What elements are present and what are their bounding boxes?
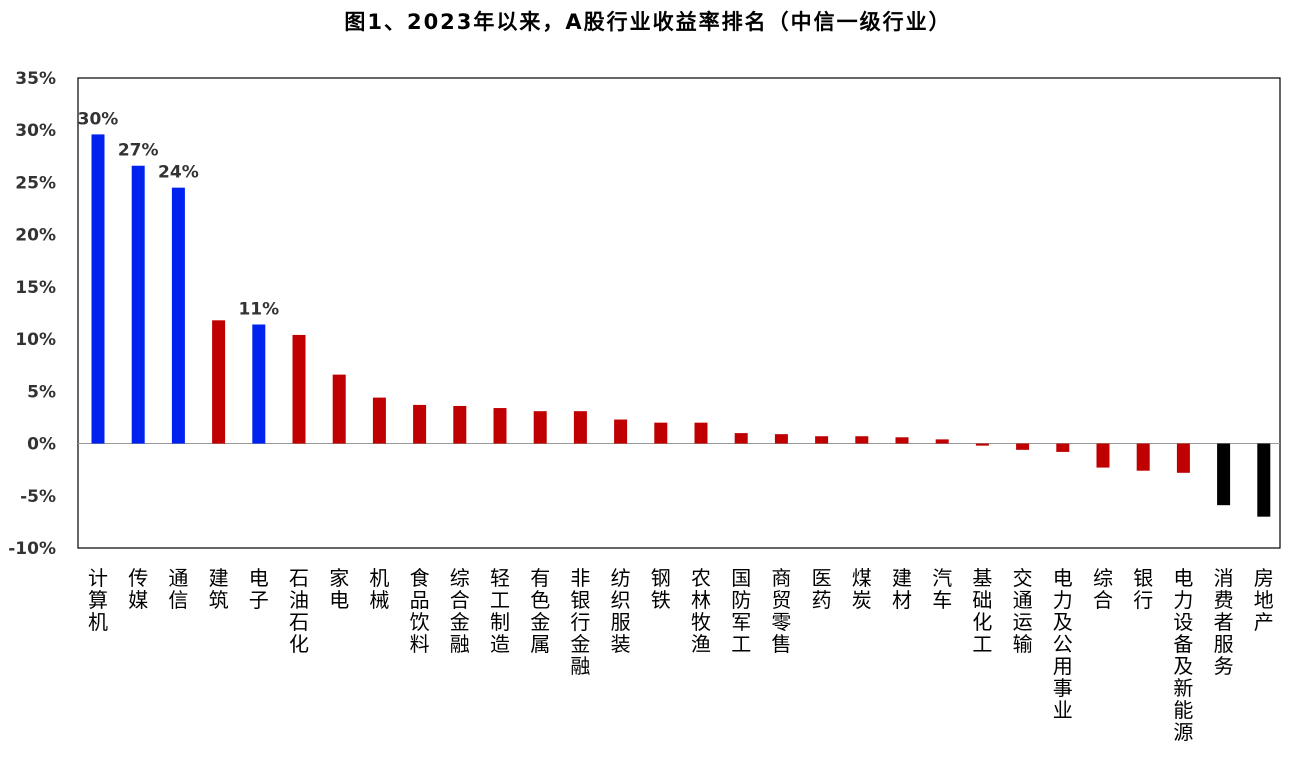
- plot-area-border: [77, 77, 1281, 549]
- bar: [453, 405, 467, 444]
- bar: [975, 443, 989, 446]
- data-label: 30%: [78, 109, 119, 129]
- category-label: 计算机: [88, 566, 108, 634]
- bar: [212, 320, 226, 444]
- category-label: 石油石化: [289, 566, 309, 656]
- category-label: 家电: [329, 566, 349, 612]
- bar: [493, 408, 507, 444]
- bar: [654, 422, 668, 444]
- bar: [1136, 443, 1150, 471]
- y-tick-label: 5%: [27, 382, 56, 402]
- category-label: 商贸零售: [771, 566, 791, 656]
- y-tick-label: 0%: [27, 435, 56, 455]
- bar: [1016, 443, 1030, 450]
- bar: [413, 404, 427, 444]
- y-tick-label: 15%: [15, 278, 56, 298]
- category-label: 基础化工: [972, 566, 992, 656]
- category-label: 纺织服装: [611, 566, 631, 656]
- bar: [372, 397, 386, 444]
- bar: [332, 374, 346, 444]
- data-label: 24%: [158, 163, 199, 183]
- bar: [855, 436, 869, 444]
- y-tick-label: 25%: [15, 173, 56, 193]
- data-label: 27%: [118, 141, 159, 161]
- bar: [252, 324, 266, 444]
- category-label: 综合金融: [450, 566, 470, 656]
- bar: [895, 437, 909, 444]
- bar: [734, 433, 748, 444]
- bar: [131, 165, 145, 444]
- category-label: 钢铁: [651, 566, 671, 612]
- category-label: 交通运输: [1013, 566, 1033, 656]
- bar: [171, 187, 185, 444]
- category-label: 煤炭: [852, 566, 872, 612]
- category-label: 电子: [249, 566, 269, 612]
- category-label: 农林牧渔: [691, 566, 711, 656]
- category-label: 机械: [369, 566, 389, 612]
- category-label: 银行: [1133, 566, 1153, 612]
- y-tick-label: 10%: [15, 330, 56, 350]
- y-tick-label: 35%: [15, 69, 56, 89]
- y-tick-label: 30%: [15, 121, 56, 141]
- chart-title: 图1、2023年以来，A股行业收益率排名（中信一级行业）: [344, 10, 952, 34]
- data-label: 11%: [238, 299, 279, 319]
- category-label: 传媒: [128, 566, 148, 612]
- category-label: 综合: [1093, 566, 1113, 612]
- bar: [815, 436, 829, 444]
- bar: [1176, 443, 1190, 473]
- category-label: 通信: [168, 566, 188, 612]
- category-label: 汽车: [932, 566, 952, 612]
- bar: [1056, 443, 1070, 452]
- bar: [614, 419, 628, 444]
- category-label: 国防军工: [731, 566, 751, 656]
- category-label: 建材: [892, 566, 912, 612]
- y-tick-label: -5%: [20, 487, 56, 507]
- category-label: 食品饮料: [410, 566, 430, 656]
- bar: [292, 334, 306, 444]
- bar: [935, 439, 949, 444]
- bar: [533, 411, 547, 444]
- category-label: 房地产: [1254, 566, 1274, 634]
- category-label: 消费者服务: [1214, 566, 1234, 678]
- bar: [573, 411, 587, 444]
- bar: [694, 422, 708, 444]
- category-label: 医药: [812, 566, 832, 612]
- bar: [774, 434, 788, 444]
- y-tick-label: 20%: [15, 226, 56, 246]
- category-label: 轻工制造: [490, 566, 510, 656]
- category-label: 建筑: [209, 566, 229, 612]
- bar: [1257, 443, 1271, 517]
- category-label: 非银行金融: [570, 566, 590, 678]
- category-label: 有色金属: [530, 566, 550, 656]
- bar: [91, 134, 105, 444]
- category-label: 电力及公用事业: [1053, 566, 1073, 722]
- bar: [1217, 443, 1231, 506]
- y-tick-label: -10%: [8, 539, 56, 559]
- bar: [1096, 443, 1110, 468]
- category-label: 电力设备及新能源: [1173, 566, 1193, 744]
